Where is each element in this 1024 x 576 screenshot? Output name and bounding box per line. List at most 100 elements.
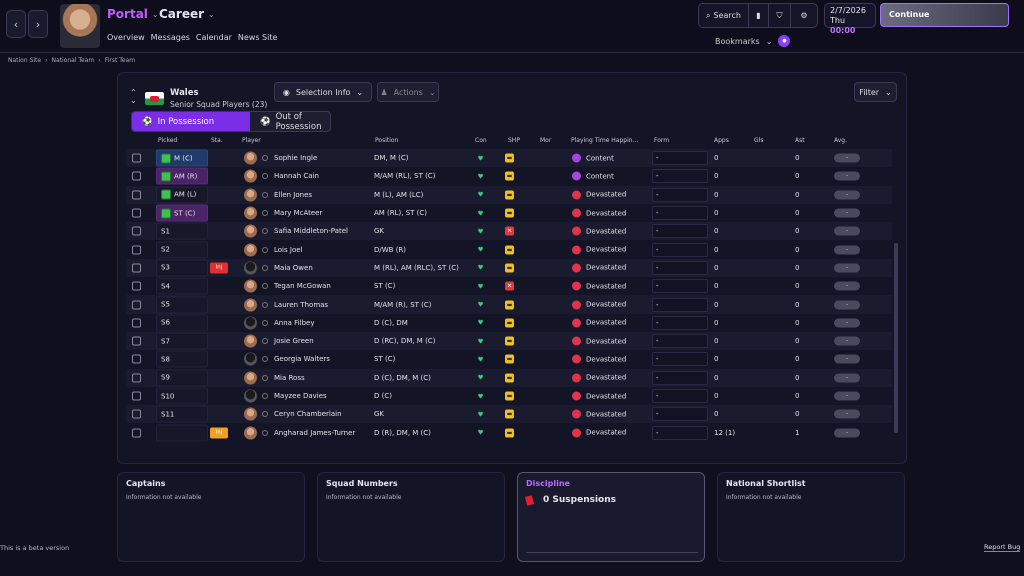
pick-checkbox[interactable] — [132, 354, 141, 364]
table-row[interactable]: S1 Safia Middleton-Patel GK ♥ ✕ Devastated -0 0… — [126, 222, 892, 241]
table-row[interactable]: ST (C) Mary McAteer AM (RL), ST (C) ♥ ▬ Devas… — [126, 204, 892, 222]
table-row[interactable]: S7 Josie Green D (RC), DM, M (C) ♥ ▬ Devastat… — [126, 331, 892, 351]
pick-checkbox[interactable] — [132, 190, 141, 200]
col-picked[interactable]: Picked — [158, 137, 178, 144]
table-row[interactable]: S5 Lauren Thomas M/AM (R), ST (C) ♥ ▬ Devasta… — [126, 295, 892, 314]
filter-button[interactable]: Filter ⌄ — [854, 82, 897, 102]
col-status[interactable]: Sta. — [211, 137, 223, 144]
table-scrollbar[interactable] — [894, 243, 898, 433]
pick-checkbox[interactable] — [132, 226, 141, 236]
breadcrumb-national-team[interactable]: National Team — [51, 57, 95, 64]
player-name[interactable]: Mayzee Davies — [274, 392, 327, 400]
pick-checkbox[interactable] — [132, 428, 141, 438]
notification-icon[interactable]: ● — [778, 35, 791, 47]
pick-checkbox[interactable] — [132, 153, 141, 163]
portal-menu[interactable]: Portal ⌄ — [107, 7, 159, 21]
table-row[interactable]: S4 Tegan McGowan ST (C) ♥ ✕ Devastated -0 0- — [126, 277, 892, 295]
picked-slot[interactable]: S2 — [156, 241, 208, 259]
player-name[interactable]: Lauren Thomas — [274, 300, 329, 309]
picked-slot[interactable]: S1 — [156, 222, 208, 240]
col-assists[interactable]: Ast — [795, 137, 805, 144]
pick-checkbox[interactable] — [132, 281, 141, 291]
nav-messages[interactable]: Messages — [150, 33, 190, 42]
picked-slot[interactable]: S8 — [156, 350, 208, 368]
picked-slot[interactable]: M (C) — [156, 149, 208, 167]
picked-slot[interactable]: S9 — [156, 369, 208, 387]
col-goals[interactable]: Gls — [754, 137, 764, 144]
table-row[interactable]: AM (L) Ellen Jones M (L), AM (LC) ♥ ▬ Devasta… — [126, 185, 892, 204]
col-form[interactable]: Form — [654, 137, 670, 144]
pick-checkbox[interactable] — [132, 318, 141, 328]
picked-slot[interactable]: S6 — [156, 314, 208, 332]
pick-checkbox[interactable] — [132, 391, 141, 401]
tab-out-of-possession[interactable]: ⚽ Out of Possession — [250, 112, 330, 131]
player-name[interactable]: Mia Ross — [274, 373, 305, 382]
picked-slot[interactable]: AM (R) — [156, 167, 208, 185]
report-bug-link[interactable]: Report Bug — [984, 543, 1021, 552]
player-name[interactable]: Anna Filbey — [274, 318, 315, 327]
col-playing-time[interactable]: Playing Time Happin... — [571, 137, 639, 144]
picked-slot[interactable]: S7 — [156, 332, 208, 350]
breadcrumb-first-team[interactable]: First Team — [104, 57, 136, 64]
selection-info-button[interactable]: ◉ Selection Info ⌄ — [274, 82, 372, 102]
pick-checkbox[interactable] — [132, 336, 141, 346]
date-display[interactable]: 2/7/2026 Thu 00:00 — [824, 3, 876, 35]
player-name[interactable]: Angharad James-Turner — [274, 428, 356, 437]
table-row[interactable]: M (C) Sophie Ingle DM, M (C) ♥ ▬ Content -0 0- — [126, 149, 892, 168]
collapse-toggle[interactable]: ⌃ ⌄ — [130, 88, 137, 105]
table-row[interactable]: S9 Mia Ross D (C), DM, M (C) ♥ ▬ Devastated -0… — [126, 368, 892, 387]
table-row[interactable]: S10 Mayzee Davies D (C) ♥ ▬ Devastated -0 0- — [126, 387, 892, 405]
picked-slot[interactable]: S10 — [156, 387, 208, 405]
forward-button[interactable]: › — [28, 10, 48, 38]
pick-checkbox[interactable] — [132, 208, 141, 218]
injury-badge[interactable]: Inj — [210, 262, 228, 274]
pick-checkbox[interactable] — [132, 171, 141, 181]
injury-badge[interactable]: Inj — [210, 427, 228, 439]
manager-avatar[interactable] — [60, 4, 100, 48]
career-menu[interactable]: Career ⌄ — [159, 7, 215, 21]
player-name[interactable]: Safia Middleton-Patel — [274, 227, 348, 236]
actions-button[interactable]: ♟ Actions ⌄ — [377, 82, 439, 102]
col-player[interactable]: Player — [242, 137, 261, 144]
player-name[interactable]: Sophie Ingle — [274, 154, 318, 163]
picked-slot[interactable] — [156, 424, 208, 442]
col-condition[interactable]: Con — [475, 137, 487, 144]
pick-checkbox[interactable] — [132, 409, 141, 419]
pick-checkbox[interactable] — [132, 300, 141, 310]
table-row[interactable]: S6 Anna Filbey D (C), DM ♥ ▬ Devastated -0 0- — [126, 314, 892, 332]
captains-card[interactable]: Captains Information not available — [117, 472, 305, 562]
picked-slot[interactable]: S3 — [156, 259, 208, 277]
settings-button[interactable]: ⚙ — [791, 4, 817, 27]
nav-overview[interactable]: Overview — [107, 33, 145, 42]
nav-news-site[interactable]: News Site — [237, 33, 278, 42]
nav-calendar[interactable]: Calendar — [195, 33, 232, 42]
col-morale[interactable]: Mor — [540, 137, 552, 144]
table-row[interactable]: AM (R) Hannah Cain M/AM (RL), ST (C) ♥ ▬ Cont… — [126, 167, 892, 185]
squad-numbers-card[interactable]: Squad Numbers Information not available — [317, 472, 505, 562]
picked-slot[interactable]: AM (L) — [156, 186, 208, 204]
search-button[interactable]: ⌕ Search — [699, 4, 749, 27]
bookmark-button[interactable]: ▮ — [749, 4, 769, 27]
back-button[interactable]: ‹ — [6, 10, 26, 38]
pick-checkbox[interactable] — [132, 373, 141, 383]
player-name[interactable]: Georgia Walters — [274, 355, 330, 364]
col-apps[interactable]: Apps — [714, 137, 729, 144]
breadcrumb-nation-site[interactable]: Nation Site — [8, 57, 42, 64]
table-row[interactable]: Inj Angharad James-Turner D (R), DM, M (C)… — [126, 423, 892, 442]
player-name[interactable]: Lois Joel — [274, 245, 303, 254]
bookmarks-menu[interactable]: Bookmarks ⌄ ● — [715, 35, 791, 47]
table-row[interactable]: S8 Georgia Walters ST (C) ♥ ▬ Devastated -0 0- — [126, 350, 892, 368]
player-name[interactable]: Tegan McGowan — [274, 282, 331, 291]
table-row[interactable]: S2 Lois Joel D/WB (R) ♥ ▬ Devastated -0 0- — [126, 240, 892, 259]
col-shp[interactable]: SHP — [508, 137, 520, 144]
picked-slot[interactable]: ST (C) — [156, 204, 208, 222]
player-name[interactable]: Josie Green — [274, 337, 314, 346]
table-row[interactable]: S11 Ceryn Chamberlain GK ♥ ▬ Devastated -0 0- — [126, 405, 892, 424]
player-name[interactable]: Ellen Jones — [274, 190, 313, 199]
club-button[interactable]: ⛉ — [769, 4, 791, 27]
col-average[interactable]: Avg. — [834, 137, 848, 144]
national-shortlist-card[interactable]: National Shortlist Information not avail… — [717, 472, 905, 562]
player-name[interactable]: Maia Owen — [274, 263, 313, 272]
player-name[interactable]: Mary McAteer — [274, 209, 323, 218]
player-name[interactable]: Hannah Cain — [274, 172, 319, 181]
